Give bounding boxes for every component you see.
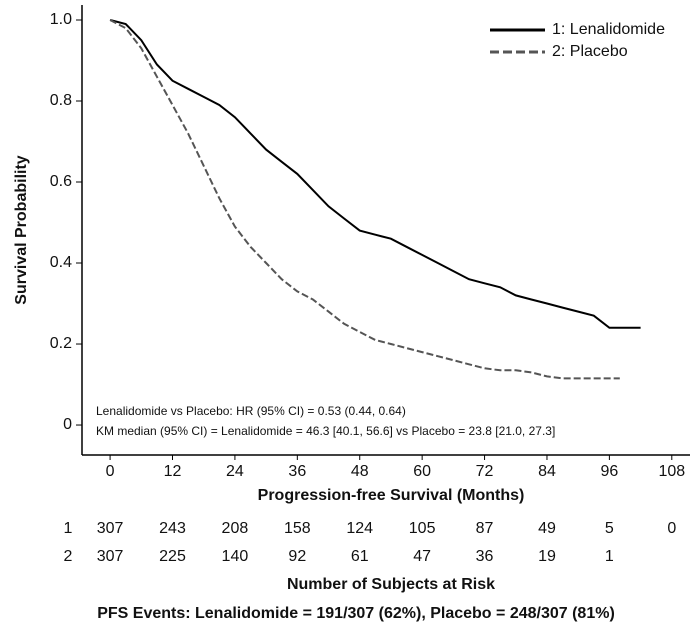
annotation: KM median (95% CI) = Lenalidomide = 46.3…	[96, 424, 555, 438]
annotation: Lenalidomide vs Placebo: HR (95% CI) = 0…	[96, 404, 406, 418]
y-tick-label: 0.4	[50, 254, 72, 271]
risk-count: 87	[476, 520, 494, 537]
y-axis-title: Survival Probability	[13, 155, 30, 304]
risk-count: 1	[605, 548, 614, 565]
x-tick-label: 72	[476, 463, 494, 480]
x-tick-label: 108	[658, 463, 685, 480]
y-tick-label: 0.2	[50, 335, 72, 352]
y-tick-label: 0	[63, 416, 72, 433]
survival-curve	[109, 19, 641, 329]
y-tick-label: 0.6	[50, 173, 72, 190]
risk-table-title: Number of Subjects at Risk	[287, 576, 495, 593]
risk-count: 36	[476, 548, 494, 565]
risk-count: 124	[346, 520, 373, 537]
x-tick-label: 24	[226, 463, 244, 480]
risk-count: 49	[538, 520, 556, 537]
legend-label: 2: Placebo	[552, 43, 628, 60]
risk-count: 243	[159, 520, 186, 537]
risk-row-label: 1	[64, 520, 73, 537]
risk-count: 225	[159, 548, 186, 565]
risk-count: 208	[222, 520, 249, 537]
x-tick-label: 60	[413, 463, 431, 480]
risk-count: 61	[351, 548, 369, 565]
x-tick-label: 48	[351, 463, 369, 480]
risk-count: 307	[97, 548, 124, 565]
y-tick-label: 1.0	[50, 11, 72, 28]
risk-row-label: 2	[64, 548, 73, 565]
risk-count: 307	[97, 520, 124, 537]
risk-count: 92	[288, 548, 306, 565]
x-tick-label: 84	[538, 463, 556, 480]
risk-count: 158	[284, 520, 311, 537]
x-tick-label: 36	[288, 463, 306, 480]
x-tick-label: 96	[600, 463, 618, 480]
risk-count: 105	[409, 520, 436, 537]
risk-count: 140	[222, 548, 249, 565]
risk-count: 47	[413, 548, 431, 565]
risk-count: 0	[667, 520, 676, 537]
legend-label: 1: Lenalidomide	[552, 21, 665, 38]
y-tick-label: 0.8	[50, 92, 72, 109]
x-tick-label: 0	[106, 463, 115, 480]
x-axis-title: Progression-free Survival (Months)	[258, 487, 525, 504]
x-tick-label: 12	[164, 463, 182, 480]
risk-count: 5	[605, 520, 614, 537]
risk-count: 19	[538, 548, 556, 565]
footnote: PFS Events: Lenalidomide = 191/307 (62%)…	[97, 605, 615, 622]
survival-curve	[109, 19, 620, 380]
